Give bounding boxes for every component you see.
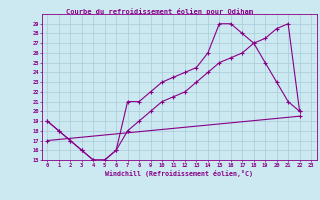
Text: Courbe du refroidissement éolien pour Odiham: Courbe du refroidissement éolien pour Od… [67, 8, 253, 15]
X-axis label: Windchill (Refroidissement éolien,°C): Windchill (Refroidissement éolien,°C) [105, 170, 253, 177]
